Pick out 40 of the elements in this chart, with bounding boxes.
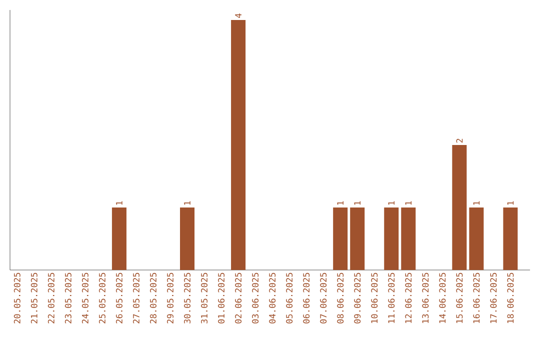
data-label: 1	[184, 201, 190, 205]
x-tick-label: 12.06.2025	[405, 272, 412, 323]
x-tick-label: 24.05.2025	[82, 272, 88, 324]
x-tick-label: 01.06.2025	[218, 272, 225, 324]
x-tick-label: 18.06.2025	[507, 272, 514, 323]
x-tick-label: 25.05.2025	[98, 272, 106, 324]
x-tick-label: 06.06.2025	[303, 272, 310, 324]
x-tick-label: 31.05.2025	[201, 272, 208, 324]
x-tick-label: 15.06.2025	[456, 272, 463, 323]
x-tick-label: 08.06.2025	[337, 272, 344, 324]
x-tick-label: 03.06.2025	[252, 272, 259, 324]
x-tick-label: 11.06.2025	[388, 272, 395, 323]
x-tick-label: 04.06.2025	[269, 272, 276, 324]
data-label: 1	[405, 201, 412, 205]
x-tick-label: 17.06.2025	[490, 272, 497, 323]
data-label: 1	[354, 201, 360, 205]
data-label: 4	[235, 14, 242, 18]
x-tick-label: 07.06.2025	[320, 272, 327, 324]
x-tick-label: 09.06.2025	[354, 272, 361, 324]
x-tick-label: 20.05.2025	[14, 272, 20, 324]
x-tick-label: 28.05.2025	[150, 272, 156, 324]
x-tick-label: 30.05.2025	[184, 272, 191, 324]
x-tick-label: 10.06.2025	[371, 272, 378, 323]
x-tick-label: 05.06.2025	[286, 272, 293, 324]
x-tick-label: 02.06.2025	[235, 272, 242, 324]
x-tick-label: 14.06.2025	[439, 272, 446, 323]
x-tick-label: 23.05.2025	[64, 272, 72, 324]
data-label: 1	[388, 201, 395, 205]
x-tick-label: 27.05.2025	[132, 272, 140, 324]
x-tick-label: 26.05.2025	[116, 272, 122, 324]
x-tick-label: 13.06.2025	[422, 272, 429, 323]
x-tick-label: 22.05.2025	[48, 272, 54, 324]
data-label: 2	[456, 138, 463, 143]
data-label: 1	[473, 201, 480, 205]
data-label: 1	[337, 201, 344, 205]
data-label: 1	[116, 201, 122, 205]
data-label: 1	[507, 201, 514, 205]
x-tick-label: 29.05.2025	[166, 272, 174, 324]
x-tick-label: 16.06.2025	[473, 272, 480, 323]
x-tick-label: 21.05.2025	[30, 272, 38, 324]
